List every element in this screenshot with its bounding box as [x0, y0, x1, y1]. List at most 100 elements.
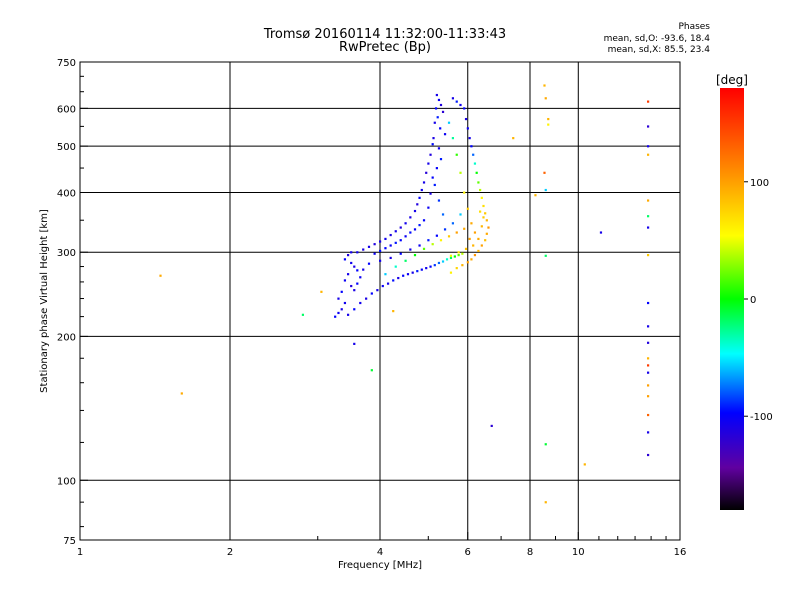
data-point: [459, 171, 462, 174]
data-point: [599, 231, 603, 234]
data-point: [451, 137, 455, 140]
data-point: [485, 219, 488, 222]
y-axis: 75 100 200 300 400 500 600 750: [57, 58, 88, 547]
colorbar-label: [deg]: [716, 73, 748, 87]
data-point: [433, 121, 436, 124]
data-point: [420, 188, 423, 192]
data-point: [479, 210, 482, 213]
x-tick-label: 8: [527, 547, 533, 558]
data-point: [453, 255, 456, 258]
data-point: [370, 292, 373, 295]
data-point: [544, 254, 547, 257]
data-point: [359, 276, 362, 279]
data-point: [431, 143, 434, 146]
data-point: [334, 315, 337, 318]
data-point: [451, 97, 455, 100]
data-point: [464, 117, 468, 121]
data-point: [646, 153, 650, 156]
data-point: [416, 203, 419, 206]
data-point: [397, 276, 400, 280]
data-point: [437, 98, 441, 102]
data-point: [384, 247, 387, 250]
data-point: [646, 431, 650, 434]
data-point: [482, 204, 485, 208]
data-point: [435, 93, 438, 97]
data-point: [373, 243, 376, 246]
data-point: [422, 181, 426, 184]
y-tick-label: 750: [57, 58, 76, 69]
data-point: [487, 226, 490, 229]
data-point: [470, 145, 473, 148]
data-point: [646, 199, 650, 202]
y-tick-label: 300: [57, 248, 76, 259]
data-point: [367, 262, 371, 265]
data-point: [547, 117, 550, 121]
data-point: [447, 121, 451, 124]
y-tick-label: 600: [57, 104, 76, 115]
data-point: [646, 341, 650, 344]
data-points: [159, 84, 650, 504]
data-point: [646, 254, 650, 257]
data-point: [433, 264, 436, 267]
data-point: [449, 256, 453, 260]
data-point: [482, 216, 485, 219]
data-point: [480, 225, 483, 228]
data-point: [420, 268, 423, 271]
data-point: [490, 424, 493, 428]
data-point: [485, 232, 488, 235]
data-point: [379, 249, 382, 253]
data-point: [180, 392, 183, 395]
data-point: [343, 279, 347, 282]
data-point: [384, 237, 387, 241]
data-point: [411, 271, 414, 274]
data-point: [404, 235, 407, 238]
data-point: [433, 183, 436, 187]
data-point: [512, 137, 515, 140]
data-point: [350, 284, 353, 288]
data-point: [646, 357, 650, 360]
data-point: [646, 371, 650, 374]
data-point: [346, 254, 350, 257]
data-point: [394, 230, 397, 233]
data-point: [544, 501, 547, 504]
data-point: [413, 209, 417, 213]
data-point: [404, 222, 407, 225]
data-point: [477, 181, 480, 184]
data-point: [544, 443, 547, 446]
data-point: [301, 313, 305, 316]
data-point: [646, 145, 650, 148]
data-point: [362, 268, 365, 271]
data-point: [320, 290, 323, 293]
y-tick-label: 100: [57, 476, 76, 487]
data-point: [392, 279, 395, 282]
data-point: [353, 289, 356, 292]
data-point: [480, 244, 483, 247]
y-tick-label: 500: [57, 142, 76, 153]
data-point: [386, 282, 390, 285]
data-point: [443, 133, 447, 136]
data-point: [370, 369, 373, 372]
data-point: [473, 254, 477, 257]
colorbar: [720, 88, 744, 510]
data-point: [394, 241, 397, 244]
data-point: [437, 199, 441, 202]
data-point: [484, 239, 487, 242]
data-point: [484, 212, 487, 215]
data-point: [389, 233, 392, 237]
data-point: [470, 222, 473, 225]
data-point: [463, 191, 466, 194]
data-point: [646, 364, 650, 367]
data-point: [464, 247, 468, 250]
data-point: [343, 258, 347, 261]
x-axis-label: Frequency [MHz]: [338, 560, 422, 571]
data-point: [379, 259, 382, 262]
data-point: [646, 413, 650, 417]
data-point: [455, 153, 458, 156]
data-point: [431, 176, 434, 179]
data-point: [384, 273, 387, 276]
data-point: [353, 308, 356, 311]
x-tick-label: 4: [377, 547, 383, 558]
data-point: [406, 273, 410, 276]
x-tick-label: 10: [572, 547, 585, 558]
data-point: [646, 395, 650, 398]
